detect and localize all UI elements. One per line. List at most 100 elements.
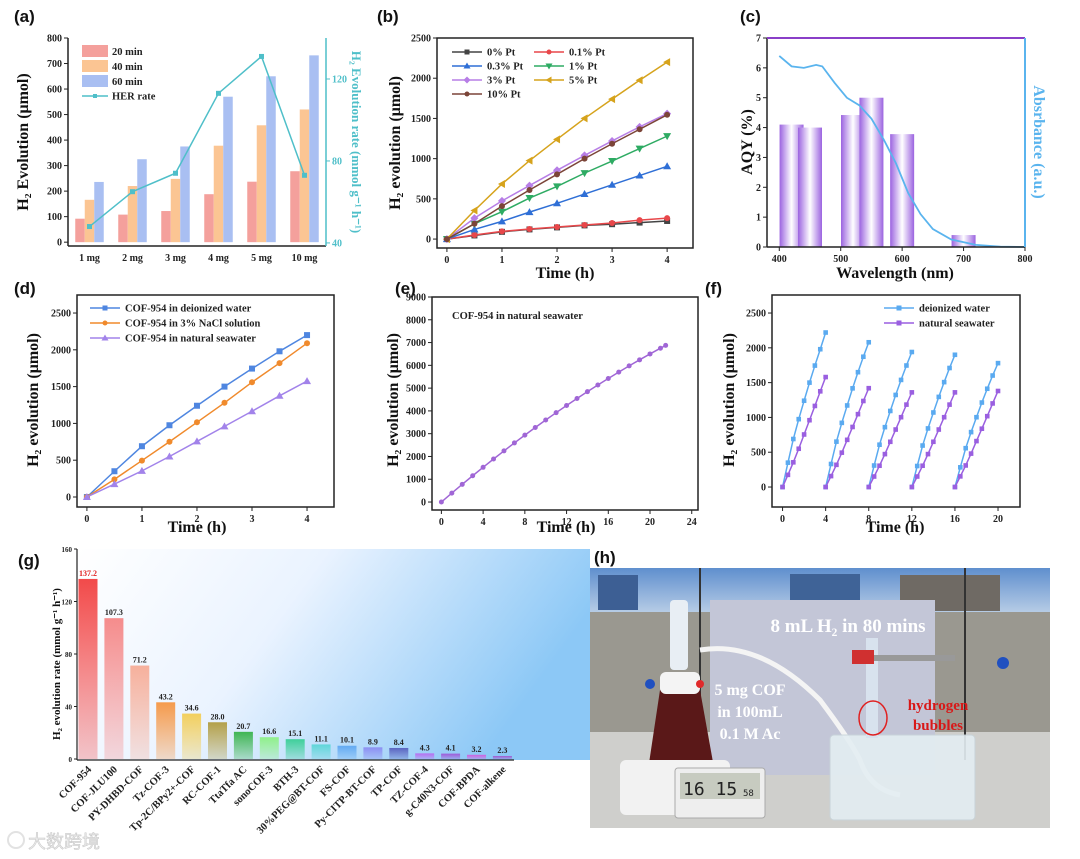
a-bar-20min <box>247 181 257 243</box>
b-series-0-3-pt-point <box>580 190 589 198</box>
f-seawater-point <box>952 484 958 490</box>
d-series-cof-954-in-natural-seawater-point <box>303 377 312 385</box>
b-legend-2-marker <box>463 62 471 69</box>
f-deionized-point <box>839 420 845 426</box>
experiment-photo: 16 15 58 8 mL H₂ in 80 mins 5 mg COF in … <box>590 568 1050 828</box>
a-bar-40min <box>256 125 267 243</box>
f-deionized-point <box>990 373 995 378</box>
c-ytick-label: 7 <box>756 34 761 45</box>
d-legend-0-label: COF-954 in deionized water <box>125 304 252 315</box>
g-value-label: 71.2 <box>133 656 147 665</box>
d-ytick-label: 0 <box>66 492 71 503</box>
f-seawater-point <box>963 463 969 468</box>
g-ytick-label: 160 <box>62 546 73 554</box>
f-seawater-point <box>807 417 812 423</box>
e-ytick-label: 3000 <box>406 429 426 440</box>
c-xtick-label: 500 <box>833 254 848 265</box>
g-value-label: 137.2 <box>79 569 97 578</box>
e-series-cof-954-in-natural-seawater-line <box>440 344 667 503</box>
f-ytick-label: 1000 <box>746 413 766 424</box>
panel-label-g: (g) <box>18 551 40 570</box>
a-bar-40min <box>127 186 138 243</box>
c-ytick-label: 5 <box>756 93 761 104</box>
e-series-cof-954-in-natural-seawater-point <box>501 448 507 454</box>
a-bar-60min <box>94 181 104 243</box>
e-xtick-label: 0 <box>439 517 444 528</box>
b-ytick-label: 1000 <box>411 154 431 165</box>
a-ytick-label: 200 <box>47 187 62 198</box>
g-bar <box>363 747 383 759</box>
g-ytick-label: 40 <box>65 704 73 712</box>
chart-a: 40 80 120 1 mg 2 mg 3 mg 4 mg 5 mg 10 mg 20 min 40… <box>67 38 347 264</box>
a-bar-40min <box>213 145 224 243</box>
d-xtick-label: 2 <box>194 514 199 525</box>
d-ytick-label: 1000 <box>51 419 71 430</box>
d-legend-1-marker <box>102 320 108 326</box>
e-series-cof-954-in-natural-seawater-point <box>459 481 465 487</box>
b-series-10-pt-point <box>526 187 533 194</box>
bubbles-circle <box>858 700 888 736</box>
d-ytick-label: 1500 <box>51 382 71 393</box>
c-xtick-label: 600 <box>895 254 910 265</box>
f-deionized-point <box>817 346 823 352</box>
g-value-label: 4.1 <box>446 744 456 753</box>
d-series-cof-954-in-deionized-water-point <box>249 365 256 372</box>
b-legend-2-label: 0.3% Pt <box>487 62 524 73</box>
d-xtick-label: 4 <box>305 514 310 525</box>
b-legend-6-label: 10% Pt <box>487 90 521 101</box>
a-bar-40min <box>84 199 95 243</box>
b-series-5-pt-point <box>470 206 478 215</box>
b-series-10-pt-point <box>554 171 561 178</box>
f-seawater-point <box>952 390 958 395</box>
f-deionized-point <box>850 386 855 391</box>
b-xtick-label: 2 <box>555 255 560 266</box>
f-seawater-point <box>823 374 828 380</box>
b-ytick-label: 1500 <box>411 114 431 125</box>
c-absorbance-curve <box>778 55 1026 248</box>
f-deionized-point <box>796 416 802 422</box>
g-bar <box>259 737 279 759</box>
f-deionized-point <box>974 414 979 420</box>
d-xlabel: Time (h) <box>168 519 227 536</box>
a-her-point <box>173 170 178 176</box>
f-ylabel: H₂ evolution (μmol) <box>721 333 738 467</box>
g-ylabel: H₂ evolution rate (mmol g⁻¹ h⁻¹) <box>51 588 63 740</box>
b-legend-1-marker <box>546 49 552 55</box>
d-series-cof-954-in-deionized-water-point <box>138 443 145 450</box>
c-ytick-label: 2 <box>756 183 761 194</box>
f-seawater-point <box>834 462 839 468</box>
e-ytick-label: 9000 <box>406 293 426 304</box>
photo-title: 8 mL H₂ in 80 mins <box>770 616 925 637</box>
f-deionized-point <box>877 442 882 448</box>
e-xtick-label: 12 <box>562 517 572 528</box>
b-xtick-label: 3 <box>610 255 615 266</box>
g-value-label: 11.1 <box>314 734 328 743</box>
b-legend-5-marker <box>545 76 552 84</box>
b-series-0-3-pt-point <box>553 199 562 207</box>
a-category-label: 1 mg <box>79 253 100 264</box>
c-aqy-bar <box>951 235 976 247</box>
g-bar <box>104 618 124 759</box>
flask-neck <box>670 600 688 670</box>
g-bar <box>130 665 150 759</box>
e-series-cof-954-in-natural-seawater-point <box>470 473 476 479</box>
e-ytick-label: 1000 <box>406 475 426 486</box>
a-her-point <box>302 172 307 178</box>
a-bar-60min <box>266 76 276 243</box>
f-deionized-point <box>995 360 1001 366</box>
f-seawater-point <box>801 432 807 437</box>
f-ytick-label: 500 <box>751 448 766 459</box>
clock-time: 16 15 <box>683 779 737 800</box>
f-deionized-point <box>941 379 947 385</box>
g-bar <box>78 578 98 759</box>
f-seawater-point <box>925 451 931 457</box>
d-series-cof-954-in-deionized-water-point <box>221 383 228 390</box>
f-seawater-point <box>990 401 995 406</box>
b-series-5-pt-point <box>580 114 588 123</box>
e-ytick-label: 2000 <box>406 452 426 463</box>
f-seawater-point <box>958 474 963 479</box>
g-value-label: 8.9 <box>368 737 378 746</box>
d-series-cof-954-in-natural-seawater-point <box>275 391 284 399</box>
e-xlabel: Time (h) <box>537 519 596 536</box>
c-xtick-label: 400 <box>772 254 787 265</box>
